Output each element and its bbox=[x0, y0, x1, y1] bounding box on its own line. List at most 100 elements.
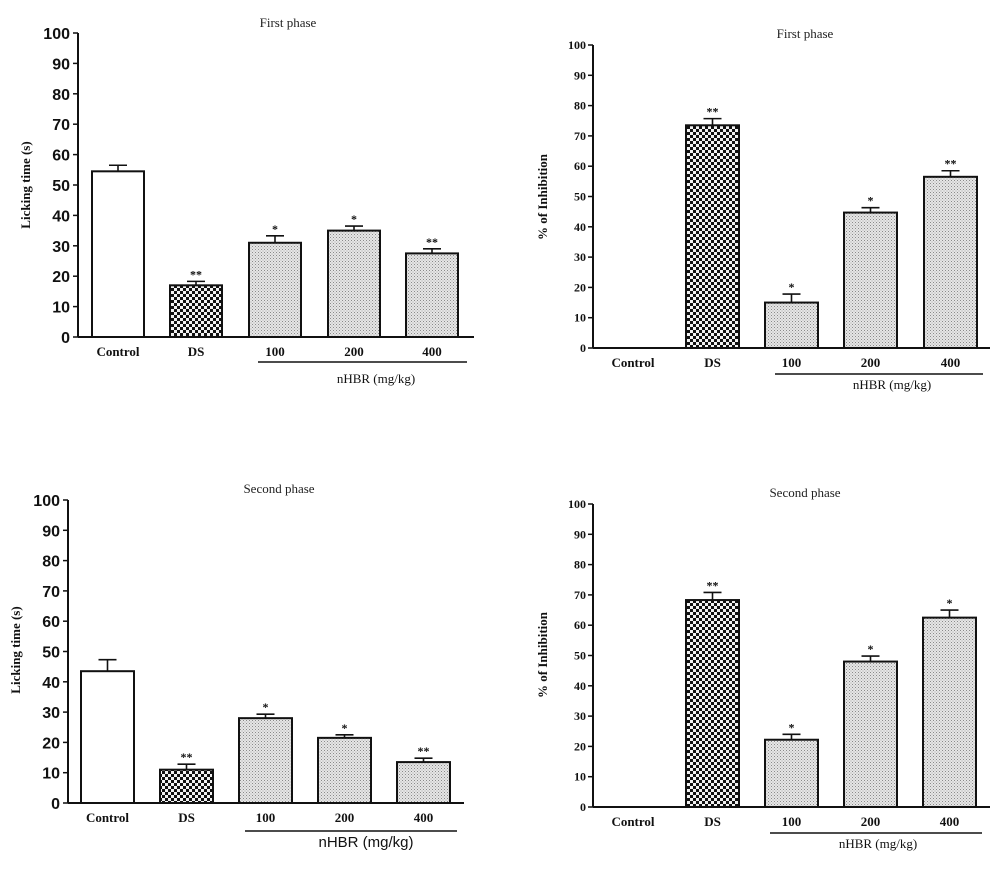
y-tick-label: 20 bbox=[42, 735, 60, 752]
bar-200 bbox=[843, 660, 898, 808]
y-tick-label: 90 bbox=[52, 56, 70, 73]
x-group-label: nHBR (mg/kg) bbox=[337, 371, 415, 386]
y-tick-label: 100 bbox=[568, 497, 586, 511]
bar-400 bbox=[922, 616, 977, 808]
significance-marker: * bbox=[789, 720, 795, 734]
x-tick-label: 200 bbox=[861, 355, 881, 370]
x-tick-label: DS bbox=[704, 814, 721, 829]
significance-marker: * bbox=[789, 280, 795, 294]
y-tick-label: 70 bbox=[42, 584, 60, 601]
y-tick-label: 10 bbox=[42, 766, 60, 783]
y-tick-label: 40 bbox=[574, 220, 586, 234]
y-tick-label: 70 bbox=[574, 588, 586, 602]
y-tick-label: 10 bbox=[574, 770, 586, 784]
x-tick-label: Control bbox=[611, 355, 654, 370]
bar-200 bbox=[843, 211, 898, 349]
y-tick-label: 0 bbox=[580, 800, 586, 814]
y-tick-label: 40 bbox=[42, 675, 60, 692]
bar-ds bbox=[169, 284, 223, 339]
y-tick-label: 90 bbox=[574, 527, 586, 541]
x-tick-label: Control bbox=[611, 814, 654, 829]
chart-panel-second-phase-inhibition: Second phase % of Inhibition nHBR (mg/kg… bbox=[535, 485, 990, 851]
y-tick-label: 40 bbox=[574, 679, 586, 693]
bar-400 bbox=[396, 761, 451, 804]
bar-200 bbox=[317, 736, 372, 804]
x-tick-label: 100 bbox=[256, 810, 276, 825]
bar-ds bbox=[685, 124, 740, 349]
x-group-label: nHBR (mg/kg) bbox=[318, 834, 413, 851]
significance-marker: * bbox=[272, 222, 278, 236]
significance-marker: ** bbox=[181, 750, 193, 764]
y-tick-label: 30 bbox=[574, 250, 586, 264]
bar-100 bbox=[238, 717, 293, 804]
y-tick-label: 50 bbox=[52, 178, 70, 195]
chart-panel-second-phase-licking: Second phase Licking time (s) nHBR (mg/k… bbox=[8, 481, 464, 851]
y-tick-label: 40 bbox=[52, 208, 70, 225]
y-axis-label: Licking time (s) bbox=[8, 606, 23, 693]
y-tick-label: 70 bbox=[52, 117, 70, 134]
x-tick-label: 400 bbox=[422, 344, 442, 359]
chart-panel-first-phase-inhibition: First phase % of Inhibition nHBR (mg/kg)… bbox=[535, 26, 990, 392]
y-tick-label: 90 bbox=[42, 523, 60, 540]
y-tick-label: 50 bbox=[574, 649, 586, 663]
chart-title: First phase bbox=[777, 26, 834, 41]
x-tick-label: 200 bbox=[335, 810, 355, 825]
y-axis-label: % of Inhibition bbox=[535, 611, 550, 698]
x-tick-label: 400 bbox=[941, 355, 961, 370]
significance-marker: * bbox=[868, 194, 874, 208]
bar-control bbox=[91, 170, 145, 338]
chart-title: Second phase bbox=[769, 485, 840, 500]
x-tick-label: 200 bbox=[344, 344, 364, 359]
significance-marker: * bbox=[342, 721, 348, 735]
y-axis-label: % of Inhibition bbox=[535, 153, 550, 240]
x-group-label: nHBR (mg/kg) bbox=[853, 377, 931, 392]
y-tick-label: 50 bbox=[42, 645, 60, 662]
x-tick-label: Control bbox=[86, 810, 129, 825]
y-tick-label: 30 bbox=[574, 709, 586, 723]
bar-100 bbox=[764, 301, 819, 349]
bar-100 bbox=[248, 241, 302, 338]
x-tick-label: 100 bbox=[782, 355, 802, 370]
y-tick-label: 100 bbox=[568, 38, 586, 52]
significance-marker: ** bbox=[418, 744, 430, 758]
y-tick-label: 20 bbox=[574, 739, 586, 753]
y-tick-label: 30 bbox=[42, 705, 60, 722]
x-tick-label: 200 bbox=[861, 814, 881, 829]
x-tick-label: 400 bbox=[940, 814, 960, 829]
x-tick-label: Control bbox=[96, 344, 139, 359]
y-tick-label: 60 bbox=[574, 618, 586, 632]
y-tick-label: 80 bbox=[52, 87, 70, 104]
bar-control bbox=[80, 670, 135, 804]
y-tick-label: 10 bbox=[574, 311, 586, 325]
bar-ds bbox=[159, 768, 214, 804]
significance-marker: ** bbox=[945, 157, 957, 171]
y-tick-label: 0 bbox=[61, 330, 70, 347]
y-tick-label: 100 bbox=[43, 26, 70, 43]
bar-ds bbox=[685, 599, 740, 809]
significance-marker: ** bbox=[707, 105, 719, 119]
x-group-label: nHBR (mg/kg) bbox=[839, 836, 917, 851]
chart-title: First phase bbox=[260, 15, 317, 30]
y-tick-label: 60 bbox=[574, 159, 586, 173]
y-tick-label: 20 bbox=[574, 280, 586, 294]
y-tick-label: 80 bbox=[42, 554, 60, 571]
bar-400 bbox=[923, 175, 978, 349]
x-tick-label: DS bbox=[704, 355, 721, 370]
y-tick-label: 0 bbox=[580, 341, 586, 355]
bar-400 bbox=[405, 252, 459, 338]
y-tick-label: 20 bbox=[52, 269, 70, 286]
significance-marker: ** bbox=[707, 578, 719, 592]
x-tick-label: 100 bbox=[782, 814, 802, 829]
bar-200 bbox=[327, 229, 381, 339]
y-axis-label: Licking time (s) bbox=[18, 141, 33, 228]
y-tick-label: 50 bbox=[574, 190, 586, 204]
y-tick-label: 0 bbox=[51, 796, 60, 813]
significance-marker: * bbox=[947, 596, 953, 610]
y-tick-label: 70 bbox=[574, 129, 586, 143]
significance-marker: ** bbox=[426, 235, 438, 249]
x-tick-label: DS bbox=[188, 344, 205, 359]
chart-panel-first-phase-licking: First phase Licking time (s) nHBR (mg/kg… bbox=[18, 15, 474, 386]
chart-title: Second phase bbox=[243, 481, 314, 496]
y-tick-label: 90 bbox=[574, 68, 586, 82]
y-tick-label: 80 bbox=[574, 99, 586, 113]
